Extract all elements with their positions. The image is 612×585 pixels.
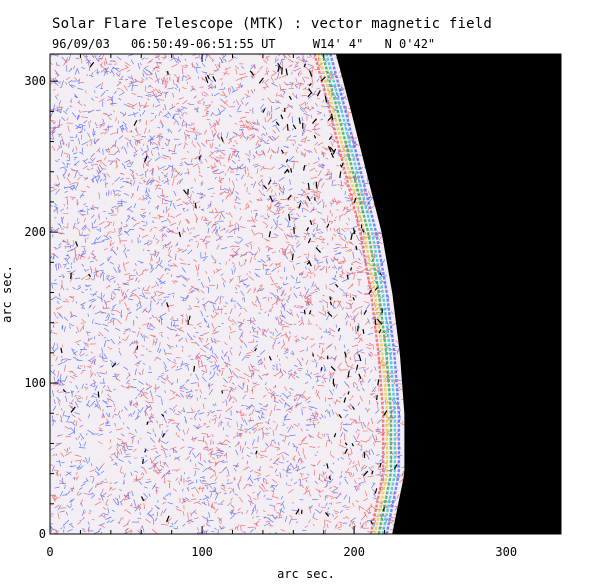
position-y: N 0'42"	[384, 37, 436, 51]
y-tick-label: 100	[24, 376, 46, 390]
transverse-field-vectors	[60, 61, 398, 525]
limb-bands	[313, 54, 401, 534]
x-tick-label: 0	[46, 545, 53, 559]
observation-info: 96/09/03 06:50:49-06:51:55 UT W14' 4" N …	[52, 37, 435, 51]
positive-field-contours	[50, 54, 407, 534]
limb-band	[317, 54, 389, 534]
y-tick-label: 0	[39, 527, 46, 541]
limb-band	[329, 54, 401, 534]
plot-area	[50, 54, 561, 534]
observation-date: 96/09/03	[52, 37, 110, 51]
plot-frame	[49, 53, 562, 535]
x-tick-label: 200	[343, 545, 365, 559]
chart-title: Solar Flare Telescope (MTK) : vector mag…	[52, 16, 493, 32]
limb-band	[313, 54, 385, 534]
y-tick-label: 300	[24, 74, 46, 88]
x-axis-label: arc sec.	[277, 567, 335, 581]
y-tick-label: 200	[24, 225, 46, 239]
x-tick-label: 300	[495, 545, 517, 559]
limb-band	[321, 54, 393, 534]
y-axis-label: arc sec.	[0, 265, 14, 323]
limb-band	[325, 54, 397, 534]
axes: 0 100 200 300 0 100 200 300 arc sec. arc sec.	[0, 53, 562, 581]
field-texture	[50, 54, 407, 534]
x-tick-label: 100	[191, 545, 213, 559]
observation-time: 06:50:49-06:51:55 UT	[131, 37, 276, 51]
x-axis: 0 100 200 300	[46, 54, 538, 559]
position-x: W14' 4"	[312, 37, 364, 51]
off-disk-region	[335, 54, 561, 534]
y-axis: 0 100 200 300	[24, 74, 561, 541]
vector-marks	[60, 61, 398, 525]
